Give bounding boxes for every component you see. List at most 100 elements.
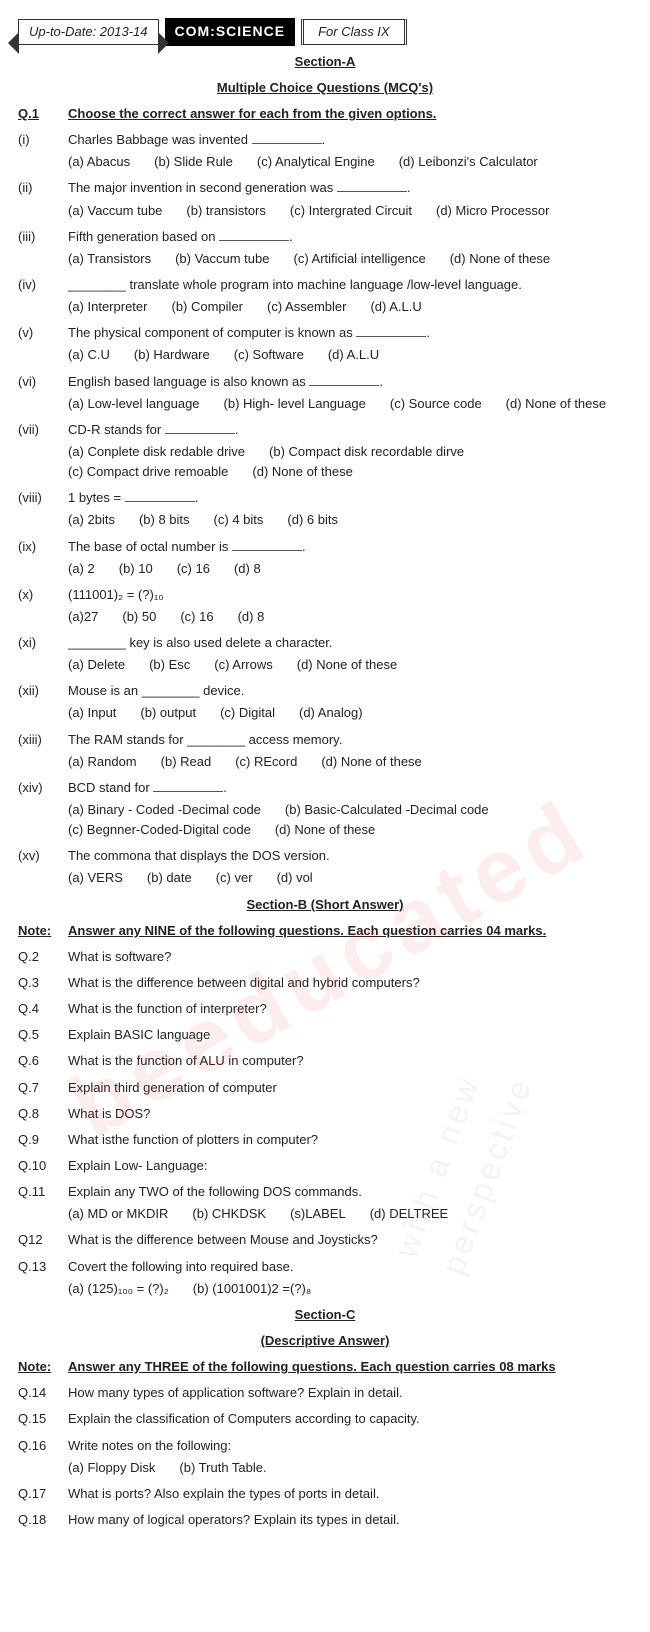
option: (c) Arrows [214, 655, 273, 675]
option: (a) (125)₁₀₀ = (?)₂ [68, 1279, 169, 1299]
question-number: Q.4 [18, 999, 68, 1019]
question-text: Mouse is an ________ device. [68, 681, 632, 701]
option: (a) Delete [68, 655, 125, 675]
question-options: (a)27(b) 50(c) 16(d) 8 [68, 607, 632, 627]
question-options: (a) 2(b) 10(c) 16(d) 8 [68, 559, 632, 579]
question-options: (a) C.U(b) Hardware(c) Software(d) A.L.U [68, 345, 632, 365]
option: (c) 4 bits [214, 510, 264, 530]
option: (d) None of these [275, 820, 375, 840]
option: (b) 8 bits [139, 510, 190, 530]
question-text: (111001)₂ = (?)₁₀ [68, 585, 632, 605]
question-options: (a) 2bits(b) 8 bits(c) 4 bits(d) 6 bits [68, 510, 632, 530]
section-b-note: Answer any NINE of the following questio… [68, 921, 632, 941]
question-body: How many types of application software? … [68, 1383, 632, 1403]
question-number: (viii) [18, 488, 68, 530]
question-text: ________ translate whole program into ma… [68, 275, 632, 295]
question-options: (a) Delete (b) Esc (c) Arrows (d) None of t… [68, 655, 632, 675]
option: (d) None of these [297, 655, 397, 675]
option: (c) Artificial intelligence [294, 249, 426, 269]
question-body: What is the difference between Mouse and… [68, 1230, 632, 1250]
option: (c) Software [234, 345, 304, 365]
option: (c) ver [216, 868, 253, 888]
question-body: The major invention in second generation… [68, 178, 632, 220]
question-number: Q.6 [18, 1051, 68, 1071]
option: (c) Compact drive remoable [68, 462, 228, 482]
section-c-note-label: Note: [18, 1357, 68, 1377]
question-body: (111001)₂ = (?)₁₀(a)27(b) 50(c) 16(d) 8 [68, 585, 632, 627]
question-body: The physical component of computer is kn… [68, 323, 632, 365]
question-text: The physical component of computer is kn… [68, 323, 632, 343]
question-text: CD-R stands for . [68, 420, 632, 440]
question-text: What is DOS? [68, 1104, 632, 1124]
question-text: 1 bytes = . [68, 488, 632, 508]
q1-label: Q.1 [18, 104, 68, 124]
q1-text: Choose the correct answer for each from … [68, 104, 632, 124]
question-body: Charles Babbage was invented .(a) Abacus… [68, 130, 632, 172]
question-options: (a) Binary - Coded -Decimal code(b) Basi… [68, 800, 632, 840]
option: (d) Leibonzi's Calculator [399, 152, 538, 172]
question-options: (a) Conplete disk redable drive(b) Compa… [68, 442, 632, 482]
question-number: (vi) [18, 372, 68, 414]
option: (b) High- level Language [224, 394, 366, 414]
option: (a) Abacus [68, 152, 130, 172]
section-b-note-label: Note: [18, 921, 68, 941]
question-number: (xiii) [18, 730, 68, 772]
option: (a) MD or MKDIR [68, 1204, 168, 1224]
question-body: The commona that displays the DOS versio… [68, 846, 632, 888]
question-number: Q.11 [18, 1182, 68, 1224]
question-text: The major invention in second generation… [68, 178, 632, 198]
question-number: Q.3 [18, 973, 68, 993]
option: (d) None of these [506, 394, 606, 414]
question-body: What is DOS? [68, 1104, 632, 1124]
header-class: For Class IX [301, 19, 407, 45]
question-body: Explain Low- Language: [68, 1156, 632, 1176]
question-body: How many of logical operators? Explain i… [68, 1510, 632, 1530]
option: (a)27 [68, 607, 98, 627]
question-number: (x) [18, 585, 68, 627]
question-body: What is the difference between digital a… [68, 973, 632, 993]
question-text: Fifth generation based on . [68, 227, 632, 247]
question-body: Write notes on the following:(a) Floppy … [68, 1436, 632, 1478]
question-number: Q.13 [18, 1257, 68, 1299]
option: (a) Interpreter [68, 297, 147, 317]
option: (b) CHKDSK [192, 1204, 266, 1224]
question-text: Write notes on the following: [68, 1436, 632, 1456]
option: (c) 16 [177, 559, 210, 579]
question-body: What is software? [68, 947, 632, 967]
question-text: ________ key is also used delete a chara… [68, 633, 632, 653]
question-options: (a) MD or MKDIR(b) CHKDSK(s)LABEL(d) DEL… [68, 1204, 632, 1224]
question-number: (iii) [18, 227, 68, 269]
option: (b) 50 [122, 607, 156, 627]
option: (c) Analytical Engine [257, 152, 375, 172]
option: (d) vol [277, 868, 313, 888]
option: (a) Low-level language [68, 394, 200, 414]
option: (b) transistors [186, 201, 265, 221]
question-text: The commona that displays the DOS versio… [68, 846, 632, 866]
question-options: (a) Vaccum tube(b) transistors(c) Interg… [68, 201, 632, 221]
question-number: (vii) [18, 420, 68, 482]
question-text: What is the function of interpreter? [68, 999, 632, 1019]
question-options: (a) Abacus(b) Slide Rule(c) Analytical E… [68, 152, 632, 172]
question-text: Charles Babbage was invented . [68, 130, 632, 150]
question-text: The RAM stands for ________ access memor… [68, 730, 632, 750]
section-a-subtitle: Multiple Choice Questions (MCQ's) [18, 78, 632, 98]
question-text: Explain BASIC language [68, 1025, 632, 1045]
question-number: (iv) [18, 275, 68, 317]
question-text: What is ports? Also explain the types of… [68, 1484, 632, 1504]
question-body: ________ key is also used delete a chara… [68, 633, 632, 675]
question-body: Mouse is an ________ device.(a) Input(b)… [68, 681, 632, 723]
option: (b) Read [161, 752, 212, 772]
question-text: How many types of application software? … [68, 1383, 632, 1403]
question-text: English based language is also known as … [68, 372, 632, 392]
option: (b) Truth Table. [179, 1458, 266, 1478]
question-number: Q.16 [18, 1436, 68, 1478]
option: (d) None of these [252, 462, 352, 482]
question-options: (a) Floppy Disk(b) Truth Table. [68, 1458, 632, 1478]
question-text: Explain any TWO of the following DOS com… [68, 1182, 632, 1202]
question-text: BCD stand for . [68, 778, 632, 798]
option: (b) Esc [149, 655, 190, 675]
question-number: (xi) [18, 633, 68, 675]
section-c-title: Section-C [18, 1305, 632, 1325]
question-options: (a) Input(b) output(c) Digital(d) Analog… [68, 703, 632, 723]
question-options: (a) Low-level language (b) High- level La… [68, 394, 632, 414]
